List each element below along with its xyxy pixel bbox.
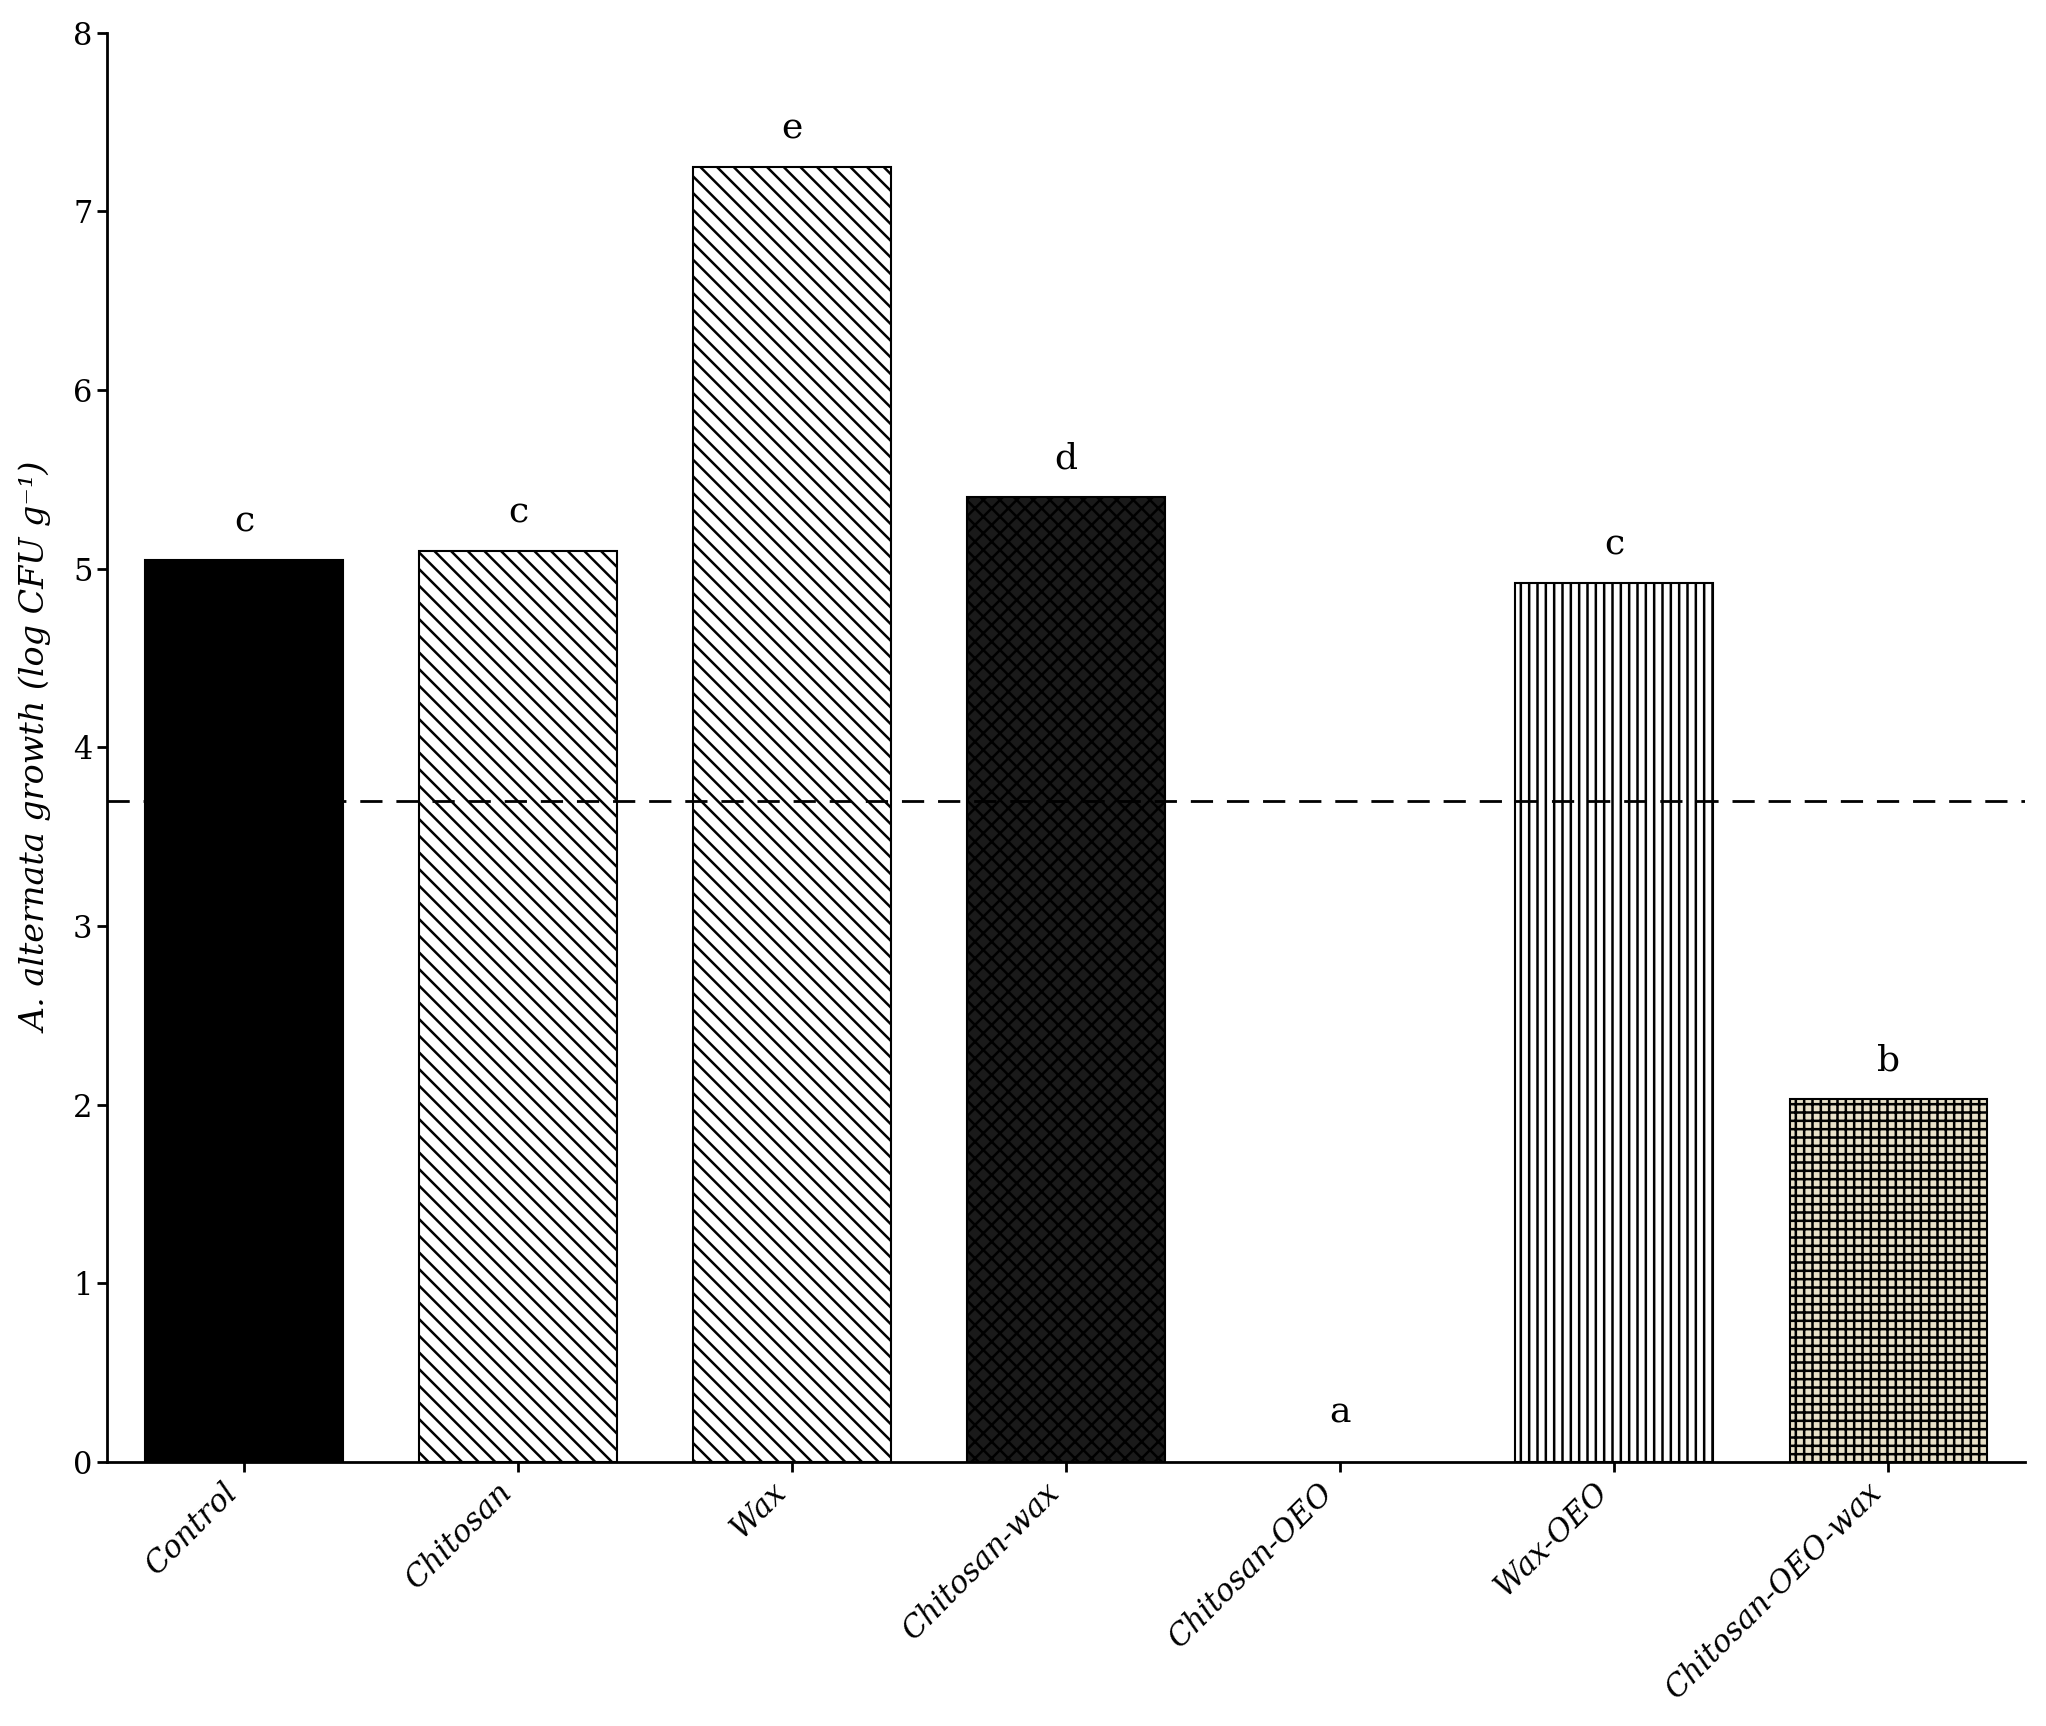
Text: e: e [782,112,802,145]
Text: b: b [1876,1044,1901,1079]
Text: c: c [233,504,254,539]
Text: d: d [1054,442,1078,476]
Y-axis label: A. alternata growth (log CFU g⁻¹): A. alternata growth (log CFU g⁻¹) [20,463,53,1032]
Bar [419,551,616,1462]
Bar [694,167,890,1462]
Text: c: c [507,495,528,530]
Bar [1516,583,1713,1462]
Bar [968,497,1164,1462]
Text: c: c [1604,528,1625,561]
Bar [145,559,342,1462]
Bar [1790,1099,1987,1462]
Text: a: a [1330,1396,1350,1429]
